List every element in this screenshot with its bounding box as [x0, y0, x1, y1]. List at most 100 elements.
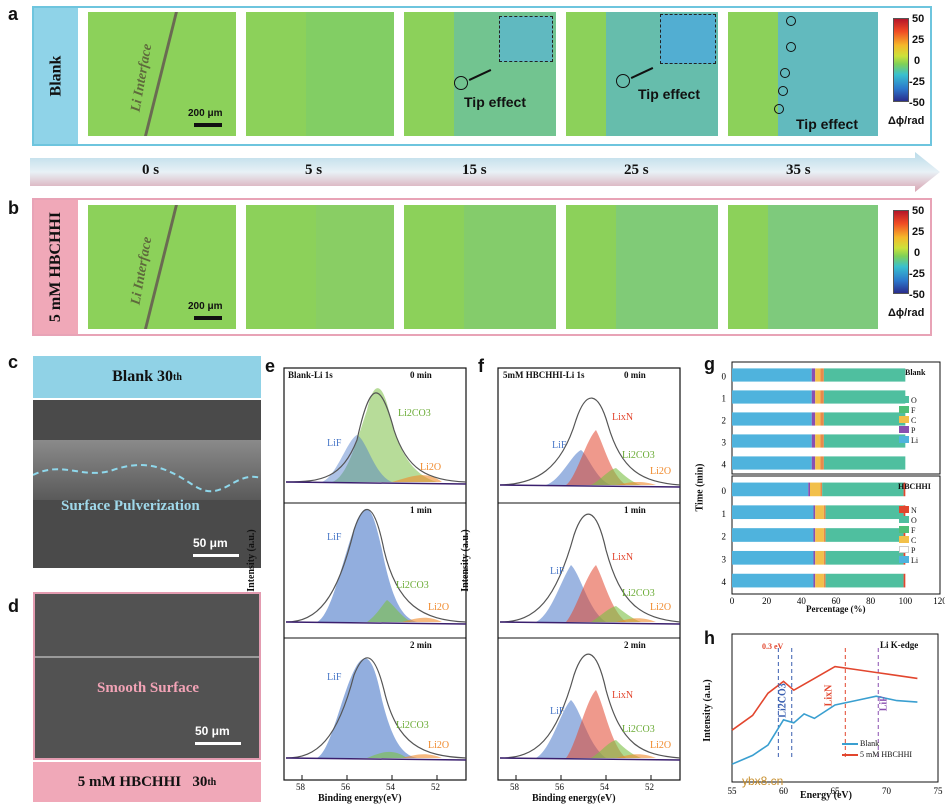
- label-li2o-e2: Li2O: [428, 740, 450, 751]
- sem-image-blank: Surface Pulverization 50 μm: [33, 400, 261, 568]
- legend-n: N: [911, 506, 917, 515]
- timeline-arrow: [30, 152, 940, 192]
- bar-hbchhi-3-f: [823, 550, 826, 565]
- label-lif-f0: LiF: [552, 440, 567, 451]
- colorbar-b-tick: 0: [914, 247, 921, 259]
- legend-f: F: [911, 526, 916, 535]
- panel-e-xlabel: Binding energy(eV): [318, 793, 402, 804]
- panel-e-time-2: 2 min: [410, 640, 432, 650]
- series-blank-line: [731, 695, 918, 765]
- scale-bar-d: [195, 742, 241, 745]
- label-li2o-e0: Li2O: [420, 462, 442, 473]
- tip-inset-25s: [660, 14, 716, 64]
- colorbar-a-tick: 25: [912, 34, 925, 46]
- colorbar-b-tick: -25: [909, 268, 925, 280]
- legend-li: Li: [911, 436, 919, 445]
- bar-blank-3-f: [820, 434, 824, 448]
- bar-category-label: 0: [722, 486, 727, 496]
- bar-category-label: 4: [722, 459, 727, 469]
- panel-h-xtick: 60: [779, 786, 789, 796]
- bar-blank-2-f: [820, 412, 824, 426]
- tip-marker-15s: [454, 76, 468, 90]
- panel-f-xlabel: Binding energy(eV): [532, 793, 616, 804]
- scale-bar-b: [194, 316, 222, 320]
- peak-li2o-0min: [392, 475, 442, 482]
- panel-g-xtick: 0: [730, 596, 735, 606]
- bar-blank-4-li: [732, 456, 812, 470]
- bar-hbchhi-4-n: [903, 573, 906, 588]
- bar-blank-4-f: [820, 456, 824, 470]
- bar-blank-3-o: [823, 434, 906, 448]
- bar-blank-1-f: [820, 390, 824, 404]
- panel-g-hbchhi-legend: N O F C P Li: [899, 506, 918, 566]
- annotation-surface-pulverization: Surface Pulverization: [61, 498, 200, 514]
- time-label-15s: 15 s: [462, 162, 487, 178]
- bar-category-label: 3: [722, 437, 727, 447]
- bar-category-label: 2: [722, 532, 727, 542]
- colorbar-b-tick: -50: [909, 289, 925, 301]
- bar-blank-2-o: [823, 412, 906, 426]
- bar-hbchhi-0-c: [810, 482, 821, 497]
- bar-hbchhi-3-c: [815, 550, 824, 565]
- label-lixn-f0: LixN: [612, 412, 634, 423]
- panel-d-title-sup: th: [207, 776, 217, 788]
- bar-category-label: 3: [722, 554, 727, 564]
- bar-blank-0-f: [820, 368, 824, 382]
- panel-h-ylabel: Intensity (a.u.): [701, 679, 713, 742]
- label-li2co3-e2: Li2CO3: [396, 720, 429, 731]
- legend-f: F: [911, 406, 916, 415]
- colorbar-b-unit: Δϕ/rad: [888, 307, 925, 319]
- panel-f-xtick: 54: [600, 782, 609, 792]
- bar-blank-1-p: [811, 390, 816, 404]
- label-li2co3-f0: Li2CO3: [622, 450, 655, 461]
- time-label-25s: 25 s: [624, 162, 649, 178]
- legend-p: P: [911, 426, 916, 435]
- panel-f-time-0: 0 min: [624, 370, 646, 380]
- label-lif-e0: LiF: [327, 438, 342, 449]
- bar-blank-3-c: [815, 434, 821, 448]
- label-lif-e2: LiF: [327, 672, 342, 683]
- colorbar-a: [893, 18, 909, 102]
- peak-li2co3-0min: [332, 388, 437, 482]
- bar-hbchhi-1-li: [732, 505, 814, 520]
- time-label-5s: 5 s: [305, 162, 323, 178]
- scale-bar-a: [194, 123, 222, 127]
- bar-blank-1-c: [815, 390, 821, 404]
- panel-e-xtick: 56: [341, 782, 350, 792]
- panel-e-time-1: 1 min: [410, 505, 432, 515]
- bar-blank-3-li: [732, 434, 812, 448]
- colorbar-a-tick: 0: [914, 55, 921, 67]
- phase-map-a-5s: [246, 12, 394, 136]
- label-li2co3-e0: Li2CO3: [398, 408, 431, 419]
- bar-hbchhi-2-p: [813, 528, 816, 542]
- label-lif-e1: LiF: [327, 532, 342, 543]
- peak-li2co3-1min: [367, 600, 412, 622]
- peak-li2o-f1: [616, 618, 656, 622]
- bar-blank-1-o: [823, 390, 906, 404]
- panel-g-xtick: 100: [899, 596, 913, 606]
- panel-g-xtick: 120: [933, 596, 945, 606]
- peak-li2o-f2: [616, 754, 656, 758]
- colorbar-b-tick: 25: [912, 226, 925, 238]
- bar-hbchhi-0-li: [732, 482, 809, 497]
- panel-g-ylabel: Time (min): [694, 463, 706, 512]
- bar-hbchhi-0-n: [903, 482, 906, 497]
- bar-blank-2-c: [815, 412, 821, 426]
- phase-map-b-5s: [246, 205, 394, 329]
- label-li2co3-f2: Li2CO3: [622, 724, 655, 735]
- xps-plot-blank: [283, 367, 467, 781]
- label-lixn-f2: LixN: [612, 690, 634, 701]
- panel-label-f: f: [478, 356, 484, 376]
- bar-hbchhi-2-n: [903, 528, 906, 542]
- bar-hbchhi-3-li: [732, 550, 814, 565]
- panel-f-time-2: 2 min: [624, 640, 646, 650]
- phase-map-b-25s: [566, 205, 718, 329]
- panel-g-xtick: 40: [797, 596, 807, 606]
- xps-plot-hbchhi: [497, 367, 681, 781]
- vlabel-lif: LiF: [878, 695, 890, 712]
- bar-blank-1-li: [732, 390, 812, 404]
- panel-b-row-tab: 5 mM HBCHHI: [34, 200, 78, 334]
- phase-map-b-15s: [404, 205, 556, 329]
- peak-li2co3-f1: [591, 606, 641, 622]
- panel-h-xlabel: Energy (eV): [800, 790, 852, 801]
